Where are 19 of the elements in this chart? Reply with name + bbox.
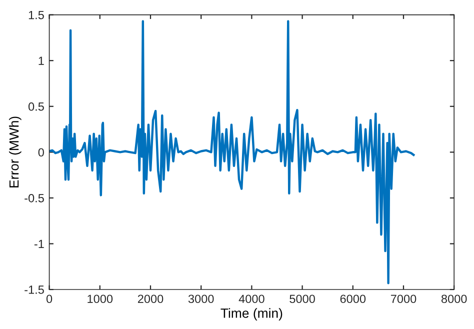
line-series bbox=[49, 20, 415, 284]
y-tick-label: 1.5 bbox=[28, 10, 44, 20]
y-tick-label: -0.5 bbox=[24, 194, 44, 202]
y-axis-title: Error (MWh) bbox=[9, 116, 22, 188]
x-tick-label: 3000 bbox=[188, 294, 214, 304]
x-tick-label: 5000 bbox=[290, 294, 315, 304]
y-tick-label: 1 bbox=[38, 56, 44, 65]
x-tick-label: 2000 bbox=[138, 294, 164, 304]
x-tick-label: 8000 bbox=[441, 294, 467, 304]
y-tick-label: -1.5 bbox=[24, 286, 44, 294]
x-axis-title: Time (min) bbox=[220, 308, 282, 320]
x-tick-label: 0 bbox=[46, 294, 52, 304]
y-tick-label: 0.5 bbox=[28, 102, 44, 111]
x-tick-label: 4000 bbox=[238, 294, 264, 304]
y-tick-label: -1 bbox=[34, 240, 44, 248]
x-tick-label: 6000 bbox=[340, 294, 366, 304]
y-tick-label: 0 bbox=[38, 148, 44, 157]
x-tick-label: 7000 bbox=[390, 294, 416, 304]
x-tick-label: 1000 bbox=[88, 294, 113, 304]
